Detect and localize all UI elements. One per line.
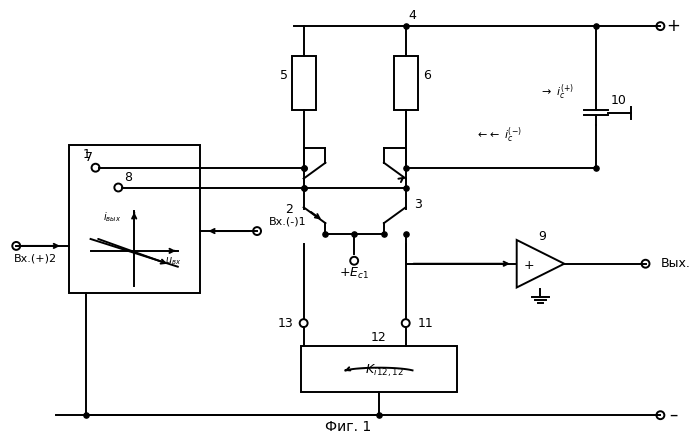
Text: 13: 13 <box>278 317 294 329</box>
Text: 10: 10 <box>611 94 627 107</box>
Text: +: + <box>524 259 534 272</box>
Text: $+Е_{с1}$: $+Е_{с1}$ <box>339 266 369 281</box>
Text: $-K_{i12,12}$: $-K_{i12,12}$ <box>354 362 403 379</box>
Text: 1: 1 <box>82 148 91 161</box>
Bar <box>69 145 200 293</box>
Text: 11: 11 <box>417 317 433 329</box>
Text: Фиг. 1: Фиг. 1 <box>325 420 371 434</box>
Text: 5: 5 <box>280 69 288 82</box>
Bar <box>291 56 315 110</box>
Text: 4: 4 <box>409 9 417 22</box>
Text: 6: 6 <box>424 69 431 82</box>
Text: Вых.: Вых. <box>661 257 691 270</box>
Text: 2: 2 <box>284 203 293 216</box>
Text: $\leftarrow\!\leftarrow\ i_c^{(-)}$: $\leftarrow\!\leftarrow\ i_c^{(-)}$ <box>475 125 522 145</box>
Bar <box>394 56 417 110</box>
Text: +: + <box>666 17 680 35</box>
Text: 3: 3 <box>414 198 421 211</box>
Bar <box>301 346 457 392</box>
Text: Вх.(+)2: Вх.(+)2 <box>14 254 57 264</box>
Text: 8: 8 <box>124 171 132 184</box>
Text: $i_{вых}$: $i_{вых}$ <box>103 210 122 224</box>
Text: 7: 7 <box>85 151 92 164</box>
Text: 12: 12 <box>371 332 387 344</box>
Text: 9: 9 <box>538 229 547 243</box>
Text: Вх.(-)1: Вх.(-)1 <box>269 216 307 226</box>
Text: –: – <box>669 406 677 424</box>
Text: $\rightarrow\ i_c^{(+)}$: $\rightarrow\ i_c^{(+)}$ <box>539 83 574 102</box>
Text: $u_{вх}$: $u_{вх}$ <box>165 255 181 267</box>
